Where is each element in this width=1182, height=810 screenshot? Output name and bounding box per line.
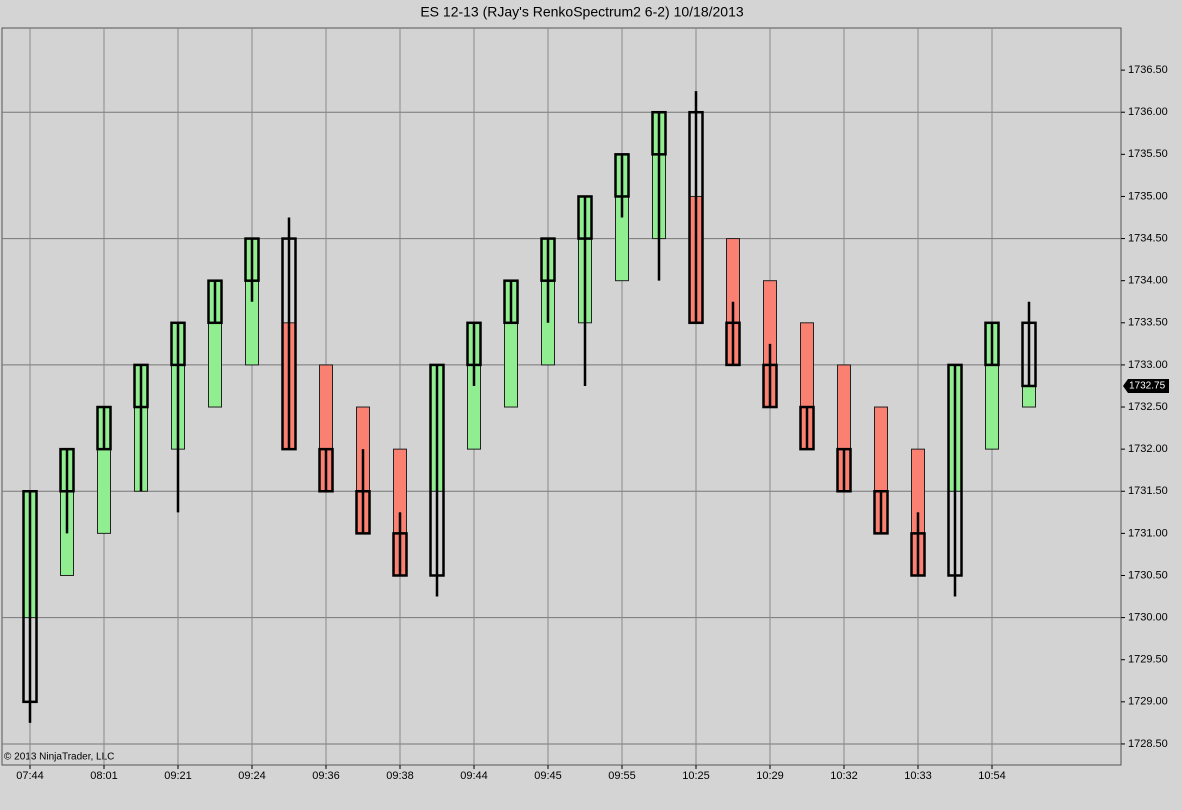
bar-body bbox=[688, 110, 704, 325]
bar-body bbox=[836, 447, 852, 493]
y-tick-label: 1733.00 bbox=[1128, 359, 1168, 371]
renko-box bbox=[1022, 385, 1036, 408]
y-tick-label: 1728.50 bbox=[1128, 738, 1168, 750]
y-tick-label: 1734.50 bbox=[1128, 232, 1168, 244]
x-tick-label: 10:33 bbox=[904, 770, 932, 782]
x-tick-label: 09:36 bbox=[312, 770, 340, 782]
y-tick-label: 1736.50 bbox=[1128, 64, 1168, 76]
y-tick-label: 1730.50 bbox=[1128, 569, 1168, 581]
x-tick-label: 07:44 bbox=[16, 770, 44, 782]
x-tick-label: 09:24 bbox=[238, 770, 266, 782]
x-tick-label: 09:44 bbox=[460, 770, 488, 782]
y-tick-label: 1729.00 bbox=[1128, 696, 1168, 708]
y-tick-label: 1734.00 bbox=[1128, 275, 1168, 287]
bar-body bbox=[22, 490, 38, 704]
x-tick-label: 09:45 bbox=[534, 770, 562, 782]
bar-body bbox=[947, 363, 963, 577]
y-tick-label: 1730.00 bbox=[1128, 612, 1168, 624]
y-tick-label: 1736.00 bbox=[1128, 106, 1168, 118]
y-tick-label: 1731.50 bbox=[1128, 485, 1168, 497]
x-tick-label: 09:38 bbox=[386, 770, 414, 782]
bar-body bbox=[59, 447, 75, 493]
y-tick-label: 1735.00 bbox=[1128, 190, 1168, 202]
bar-body bbox=[873, 490, 889, 535]
x-tick-label: 10:29 bbox=[756, 770, 784, 782]
y-tick-label: 1733.50 bbox=[1128, 317, 1168, 329]
copyright: © 2013 NinjaTrader, LLC bbox=[4, 752, 114, 763]
y-tick-label: 1729.50 bbox=[1128, 654, 1168, 666]
bar-body bbox=[244, 237, 260, 282]
bar-body bbox=[355, 490, 371, 535]
bar-body bbox=[799, 405, 815, 451]
x-tick-label: 10:32 bbox=[830, 770, 858, 782]
x-tick-label: 08:01 bbox=[90, 770, 118, 782]
bar-body bbox=[170, 321, 186, 367]
bar-body bbox=[503, 279, 519, 325]
bar-body bbox=[910, 532, 926, 577]
plot-area bbox=[1, 27, 1122, 766]
last-price-label: 1732.75 bbox=[1129, 381, 1166, 392]
bar-body bbox=[540, 237, 556, 282]
bar-body bbox=[725, 321, 741, 367]
bar-body bbox=[318, 447, 334, 493]
bar-body bbox=[577, 195, 593, 240]
bar-body bbox=[96, 405, 112, 451]
bar-body bbox=[1021, 321, 1037, 388]
bar-body bbox=[281, 237, 297, 451]
bar-body bbox=[392, 532, 408, 577]
bar-body bbox=[614, 153, 630, 198]
bar-body bbox=[762, 363, 778, 409]
x-tick-label: 09:21 bbox=[164, 770, 192, 782]
y-tick-label: 1731.00 bbox=[1128, 527, 1168, 539]
y-tick-label: 1732.50 bbox=[1128, 401, 1168, 413]
x-tick-label: 09:55 bbox=[608, 770, 636, 782]
bar-body bbox=[984, 321, 1000, 367]
y-tick-label: 1735.50 bbox=[1128, 148, 1168, 160]
bar-body bbox=[207, 279, 223, 325]
chart-title: ES 12-13 (RJay's RenkoSpectrum2 6-2) 10/… bbox=[420, 4, 744, 20]
bar-body bbox=[133, 363, 149, 409]
x-tick-label: 10:54 bbox=[978, 770, 1006, 782]
bar-body bbox=[466, 321, 482, 367]
last-price-marker bbox=[1123, 378, 1169, 393]
y-tick-label: 1732.00 bbox=[1128, 443, 1168, 455]
x-tick-label: 10:25 bbox=[682, 770, 710, 782]
bar-body bbox=[651, 110, 667, 156]
bar-body bbox=[429, 363, 445, 577]
